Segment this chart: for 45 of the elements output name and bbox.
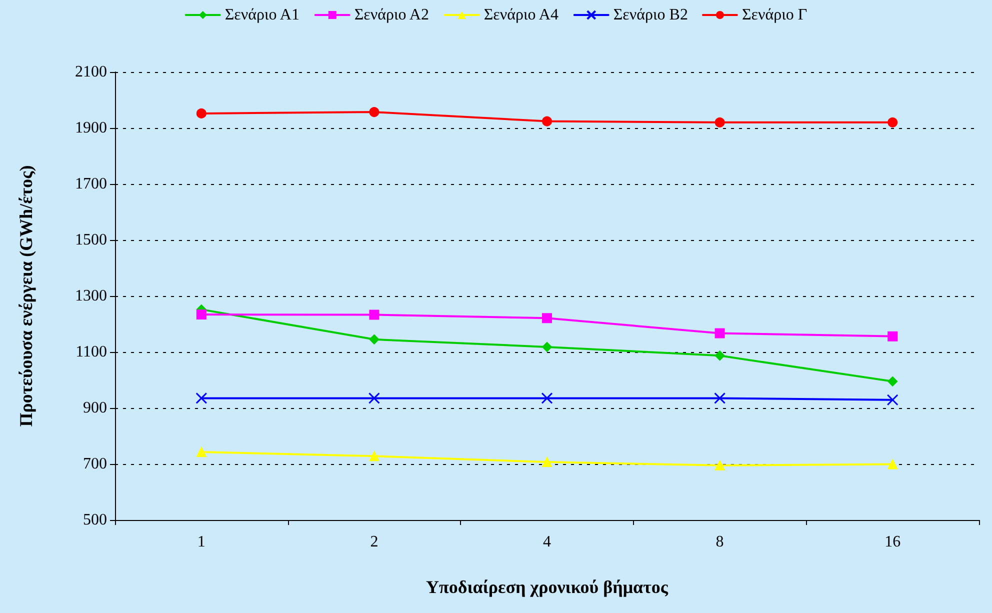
point bbox=[369, 107, 380, 118]
point bbox=[714, 328, 725, 338]
y-tick-label: 1500 bbox=[75, 232, 107, 248]
y-tick-label: 2100 bbox=[75, 64, 107, 80]
point bbox=[714, 460, 725, 470]
y-tick-label: 1700 bbox=[75, 176, 107, 192]
point bbox=[888, 331, 898, 342]
y-tick-label: 900 bbox=[83, 400, 107, 416]
x-tick-label: 1 bbox=[197, 534, 206, 550]
point bbox=[369, 451, 380, 462]
x-tick-label: 2 bbox=[370, 534, 378, 550]
legend-label: Σενάριο Β2 bbox=[613, 6, 688, 24]
y-tick-label: 500 bbox=[83, 512, 107, 528]
point bbox=[888, 459, 898, 470]
point bbox=[368, 392, 380, 404]
point bbox=[888, 117, 898, 128]
legend-label: Σενάριο Α2 bbox=[354, 6, 429, 24]
y-tick-label: 1900 bbox=[75, 120, 107, 136]
legend-label: Σενάριο Α4 bbox=[484, 6, 558, 24]
y-tick-label: 1100 bbox=[76, 344, 107, 360]
point bbox=[714, 117, 725, 128]
y-tick-label: 1300 bbox=[75, 288, 107, 304]
point bbox=[196, 446, 206, 457]
point bbox=[542, 457, 552, 468]
x-tick-label: 4 bbox=[543, 534, 551, 550]
point bbox=[714, 392, 726, 404]
y-axis-title: Προτεύουσα ενέργεια (GWh/έτος) bbox=[16, 165, 36, 427]
point bbox=[541, 392, 553, 404]
point bbox=[542, 313, 552, 324]
point bbox=[369, 310, 380, 320]
x-tick-label: 16 bbox=[884, 534, 901, 550]
point bbox=[196, 309, 206, 320]
x-tick-label: 8 bbox=[716, 534, 724, 550]
legend-label: Σενάριο Α1 bbox=[224, 6, 300, 24]
y-tick-label: 700 bbox=[83, 456, 107, 472]
point bbox=[369, 334, 380, 344]
point bbox=[542, 342, 552, 352]
x-axis-title: Υποδιαίρεση χρονικού βήματος bbox=[426, 577, 668, 597]
point bbox=[196, 108, 206, 118]
point bbox=[196, 392, 208, 404]
point bbox=[888, 376, 898, 386]
legend-label: Σενάριο Γ bbox=[742, 6, 808, 24]
point bbox=[886, 394, 898, 406]
point bbox=[542, 116, 552, 126]
point bbox=[714, 350, 725, 361]
